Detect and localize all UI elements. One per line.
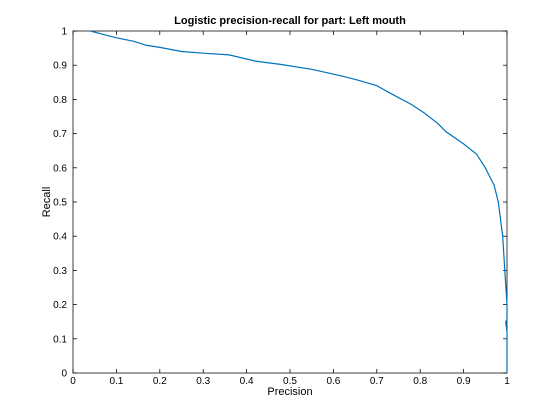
y-tick-label: 0.1: [53, 334, 67, 345]
x-axis-label: Precision: [267, 386, 312, 398]
tick-labels: 0 0.1 0.2 0.3 0.4 0.5 0.6 0.7 0.8 0.9 1 0 0.1 0.2 0.3 0…: [53, 27, 510, 388]
x-tick-label: 0.7: [370, 376, 384, 387]
ticks: [72, 30, 508, 374]
y-tick-label: 0.6: [53, 163, 67, 174]
x-tick-label: 1: [504, 376, 510, 387]
y-tick-label: 1: [61, 27, 67, 38]
chart-title: Logistic precision-recall for part: Left…: [174, 15, 406, 27]
x-tick-label: 0.5: [283, 376, 297, 387]
plot-area: [72, 30, 508, 374]
x-tick-label: 0.2: [153, 376, 167, 387]
series-line: [90, 30, 508, 373]
x-tick-label: 0.1: [109, 376, 123, 387]
y-tick-label: 0.7: [53, 129, 67, 140]
y-tick-label: 0.9: [53, 61, 67, 72]
y-tick-label: 0: [61, 369, 67, 380]
y-tick-label: 0.4: [53, 232, 67, 243]
x-tick-label: 0.4: [240, 376, 254, 387]
x-tick-label: 0.9: [457, 376, 471, 387]
x-tick-label: 0.3: [196, 376, 210, 387]
y-tick-label: 0.2: [53, 300, 67, 311]
y-tick-label: 0.5: [53, 198, 67, 209]
y-tick-label: 0.8: [53, 95, 67, 106]
x-tick-label: 0.8: [413, 376, 427, 387]
y-axis-label: Recall: [41, 187, 53, 218]
x-tick-label: 0.6: [326, 376, 340, 387]
y-tick-label: 0.3: [53, 266, 67, 277]
x-tick-label: 0: [70, 376, 76, 387]
